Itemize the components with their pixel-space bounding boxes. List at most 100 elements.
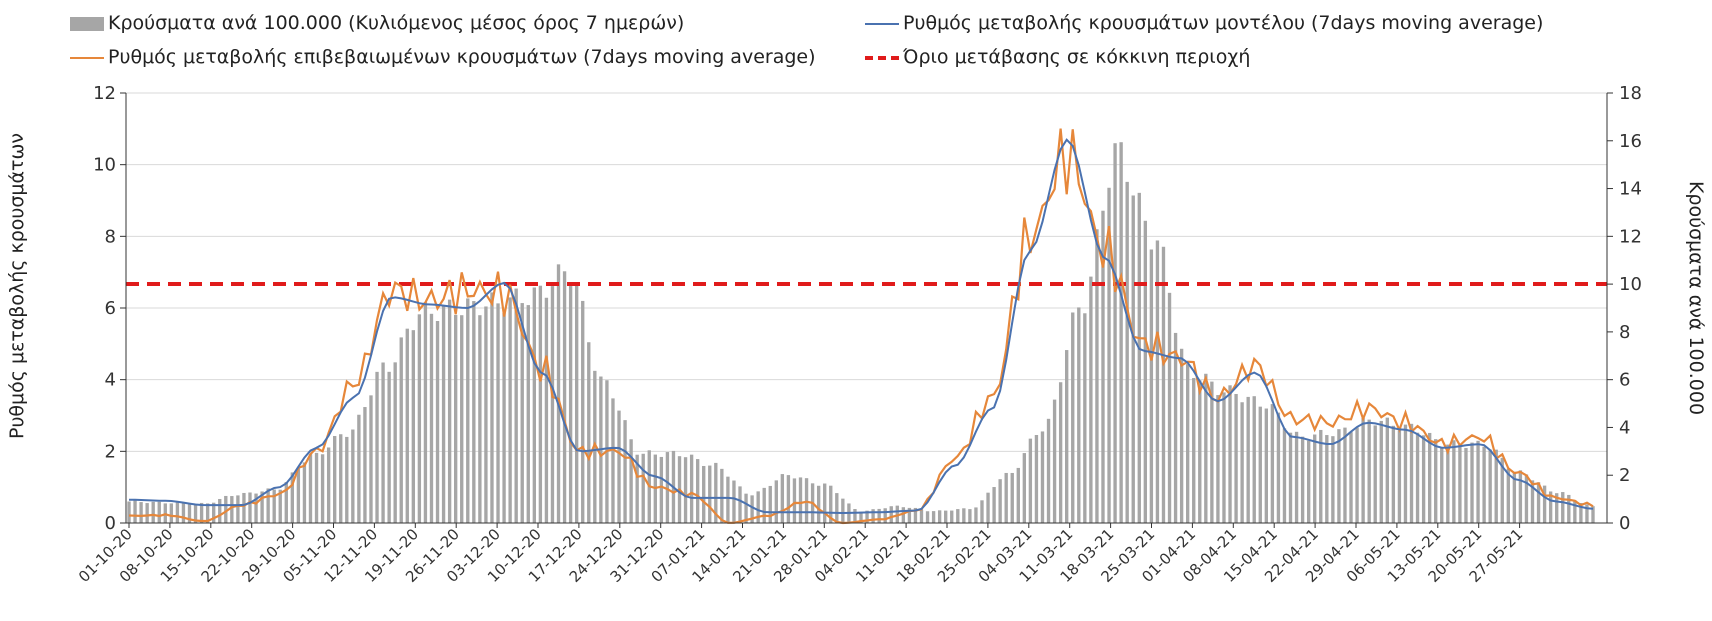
bar — [726, 476, 730, 523]
bar — [423, 302, 428, 523]
bar — [1101, 210, 1105, 523]
bar — [193, 503, 198, 523]
y-axis-left-ticks: 0 2 4 6 8 10 12 — [93, 83, 126, 534]
bar — [1548, 491, 1553, 523]
bar — [1361, 417, 1365, 523]
bar — [381, 362, 385, 523]
bar — [417, 314, 422, 523]
bar — [1567, 494, 1571, 523]
bar — [1440, 447, 1444, 523]
bar — [1004, 472, 1008, 523]
y-right-tick-label: 16 — [1619, 131, 1642, 152]
bar — [484, 306, 488, 523]
bar — [411, 330, 416, 523]
bar — [556, 264, 561, 523]
bar — [1089, 276, 1093, 523]
y-right-tick-label: 12 — [1619, 226, 1642, 247]
bar — [804, 478, 809, 523]
line-series — [128, 128, 1594, 525]
bar — [478, 315, 482, 523]
bar — [980, 500, 984, 523]
bar — [617, 410, 621, 523]
bar — [641, 453, 645, 523]
bar — [1379, 420, 1383, 523]
bar — [1046, 418, 1051, 523]
bar — [514, 288, 518, 523]
bar — [762, 487, 766, 523]
legend-model-label: Ρυθμός μεταβολής κρουσμάτων μοντέλου (7d… — [903, 12, 1544, 34]
bar — [1313, 434, 1317, 523]
bar — [1016, 467, 1020, 523]
bar — [393, 362, 397, 523]
bar — [526, 305, 530, 523]
bar — [774, 480, 778, 523]
legend-threshold-swatch — [865, 55, 899, 60]
bar — [913, 507, 918, 523]
bar — [1415, 432, 1420, 523]
bar — [635, 454, 639, 523]
legend-model: Ρυθμός μεταβολής κρουσμάτων μοντέλου (7d… — [865, 12, 1543, 34]
bar — [399, 337, 403, 523]
y-left-tick-label: 2 — [105, 441, 116, 462]
bar — [1464, 447, 1468, 523]
bar — [919, 509, 924, 523]
bar — [956, 509, 960, 523]
bar — [333, 436, 337, 523]
bar — [1192, 378, 1196, 523]
bar — [230, 496, 234, 523]
bar — [702, 465, 706, 523]
bar — [1524, 474, 1529, 523]
bar — [308, 454, 313, 523]
bar — [387, 371, 391, 523]
legend-threshold: Όριο μετάβασης σε κόκκινη περιοχή — [865, 46, 1250, 68]
bar — [296, 467, 301, 523]
bar — [1506, 468, 1510, 523]
bar — [1131, 195, 1135, 523]
bar — [708, 465, 712, 523]
bar — [1186, 364, 1190, 523]
bar — [768, 485, 772, 523]
bar — [1252, 396, 1256, 523]
bar — [907, 507, 912, 523]
bar — [738, 486, 742, 523]
bar — [1512, 471, 1517, 523]
legend-bars: Κρούσματα ανά 100.000 (Κυλιόμενος μέσος … — [70, 12, 684, 34]
bar — [581, 300, 585, 523]
bar — [962, 508, 966, 523]
legend-confirmed-swatch — [70, 56, 104, 59]
bar — [1119, 142, 1123, 523]
bar — [1349, 432, 1353, 523]
legend-threshold-label: Όριο μετάβασης σε κόκκινη περιοχή — [903, 46, 1251, 68]
bar — [780, 474, 785, 523]
bar — [357, 414, 361, 523]
bar — [1397, 430, 1402, 523]
legend-bars-swatch — [70, 16, 104, 31]
y-axis-right-label: Κρούσματα ανά 100.000 — [1685, 181, 1707, 415]
bar — [750, 495, 754, 523]
bar — [816, 485, 821, 523]
y-right-tick-label: 6 — [1619, 370, 1630, 391]
bar — [1579, 503, 1583, 523]
bar — [1306, 440, 1311, 523]
bar — [1482, 446, 1486, 523]
bar — [1300, 436, 1305, 523]
bar — [998, 479, 1002, 523]
bar — [1179, 348, 1184, 523]
bar — [1161, 246, 1166, 524]
bar — [1270, 404, 1275, 523]
bar — [1452, 440, 1456, 523]
bar — [1536, 482, 1541, 523]
bar — [1403, 424, 1408, 523]
bar — [1040, 431, 1045, 523]
bar — [1337, 429, 1341, 523]
bar — [454, 314, 458, 523]
bar — [1022, 453, 1027, 523]
bar — [490, 292, 494, 523]
bar — [151, 501, 155, 523]
bar — [1210, 381, 1214, 523]
bar — [1083, 313, 1087, 523]
bar — [683, 457, 688, 523]
bar — [756, 491, 760, 523]
bar — [968, 509, 972, 523]
bar — [1518, 470, 1523, 523]
